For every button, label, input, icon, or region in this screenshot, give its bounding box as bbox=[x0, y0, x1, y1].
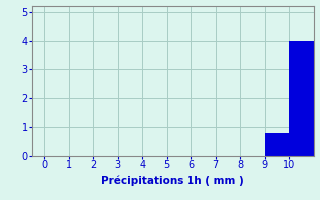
X-axis label: Précipitations 1h ( mm ): Précipitations 1h ( mm ) bbox=[101, 176, 244, 186]
Bar bbox=[289, 41, 314, 156]
Bar bbox=[265, 133, 289, 156]
